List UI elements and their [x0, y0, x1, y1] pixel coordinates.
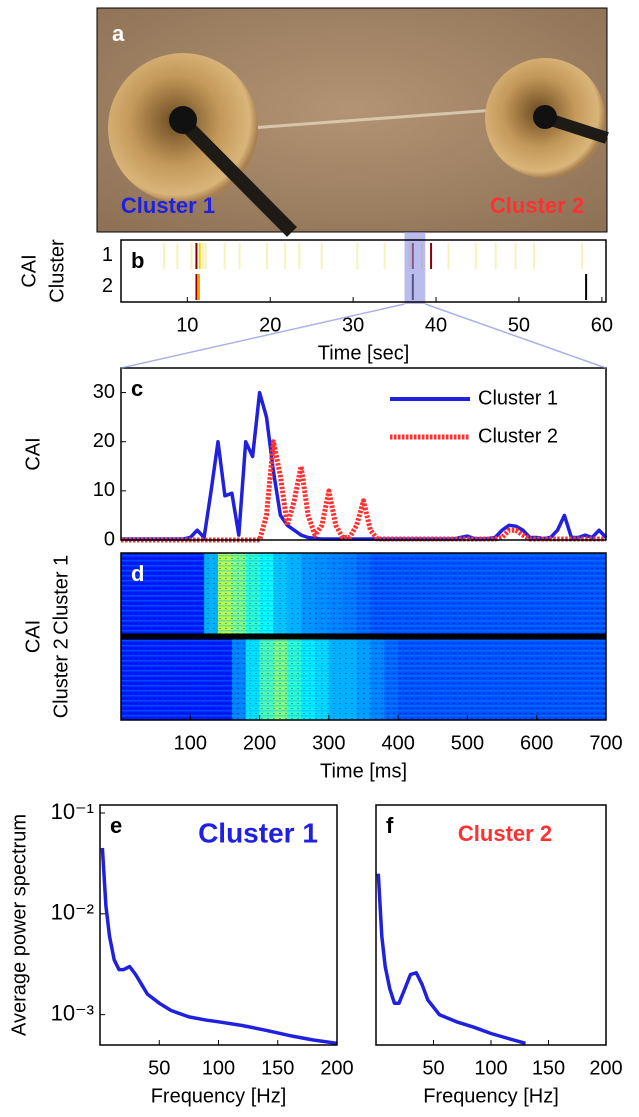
panel-label: a: [112, 21, 125, 46]
y-tick-label: 10⁻¹: [51, 799, 94, 824]
axes-box: [120, 239, 607, 303]
x-tick-label: 10: [176, 314, 198, 336]
y-tick-label: 30: [93, 381, 115, 403]
x-tick-label: 200: [243, 732, 276, 754]
x-axis-label: Frequency [Hz]: [151, 1085, 287, 1107]
panel-label: e: [110, 813, 122, 838]
x-tick-label: 100: [202, 1057, 235, 1079]
x-tick-label: 700: [589, 732, 622, 754]
y-axis-label: CAI: [22, 620, 44, 653]
x-tick-label: 50: [422, 1057, 444, 1079]
x-tick-label: 60: [591, 314, 613, 336]
x-tick-label: 500: [451, 732, 484, 754]
x-axis-label: Time [sec]: [318, 342, 410, 364]
y-tick-label: 10: [93, 479, 115, 501]
x-tick-label: 40: [425, 314, 447, 336]
x-tick-label: 200: [320, 1057, 353, 1079]
x-tick-label: 200: [589, 1057, 622, 1079]
electrode-tip: [169, 106, 197, 134]
legend-label: Cluster 1: [478, 387, 558, 409]
panel-label: d: [131, 561, 144, 586]
x-tick-label: 50: [148, 1057, 170, 1079]
row-label: Cluster 1: [50, 555, 72, 635]
x-axis-label: Time [ms]: [320, 760, 407, 782]
y-tick-label: 1: [102, 244, 113, 266]
y-axis-label: Cluster: [46, 239, 68, 303]
zoom-line: [425, 303, 607, 369]
x-tick-label: 50: [508, 314, 530, 336]
x-tick-label: 150: [261, 1057, 294, 1079]
y-tick-label: 0: [104, 528, 115, 550]
panel-label: c: [131, 376, 143, 401]
fiber: [249, 108, 496, 130]
y-tick-label: 10⁻²: [51, 900, 94, 925]
y-axis-label: CAI: [18, 254, 40, 287]
y-tick-label: 10⁻³: [51, 1000, 94, 1025]
x-tick-label: 400: [381, 732, 414, 754]
series-line: [376, 873, 526, 1045]
x-tick-label: 150: [532, 1057, 565, 1079]
x-tick-label: 300: [312, 732, 345, 754]
y-axis-label: CAI: [22, 437, 44, 470]
zoom-line: [120, 303, 405, 369]
y-axis-label: Average power spectrum: [8, 814, 30, 1036]
legend-label: Cluster 2: [478, 425, 558, 447]
series-line: [121, 439, 606, 543]
electrode-tip: [533, 105, 557, 129]
electrode: [178, 117, 297, 237]
panel-label: b: [131, 248, 144, 273]
axes-box: [120, 367, 607, 541]
series-line: [100, 847, 338, 1046]
x-tick-label: 600: [520, 732, 553, 754]
image-annotation: Cluster 2: [490, 193, 584, 218]
panel-label: f: [386, 813, 394, 838]
x-tick-label: 20: [259, 314, 281, 336]
highlight: [404, 232, 426, 304]
x-tick-label: 100: [174, 732, 207, 754]
y-tick-label: 20: [93, 430, 115, 452]
axes-box: [120, 552, 607, 721]
photo-panel: a Cluster 1 Cluster 2: [96, 7, 609, 237]
series-line: [121, 390, 608, 541]
x-axis-label: Frequency [Hz]: [423, 1085, 559, 1107]
panel-title: Cluster 1: [198, 817, 318, 848]
x-tick-label: 100: [474, 1057, 507, 1079]
row-label: Cluster 2: [50, 638, 72, 718]
y-tick-label: 2: [102, 275, 113, 297]
panel-title: Cluster 2: [458, 821, 552, 846]
x-tick-label: 30: [342, 314, 364, 336]
image-annotation: Cluster 1: [121, 193, 215, 218]
